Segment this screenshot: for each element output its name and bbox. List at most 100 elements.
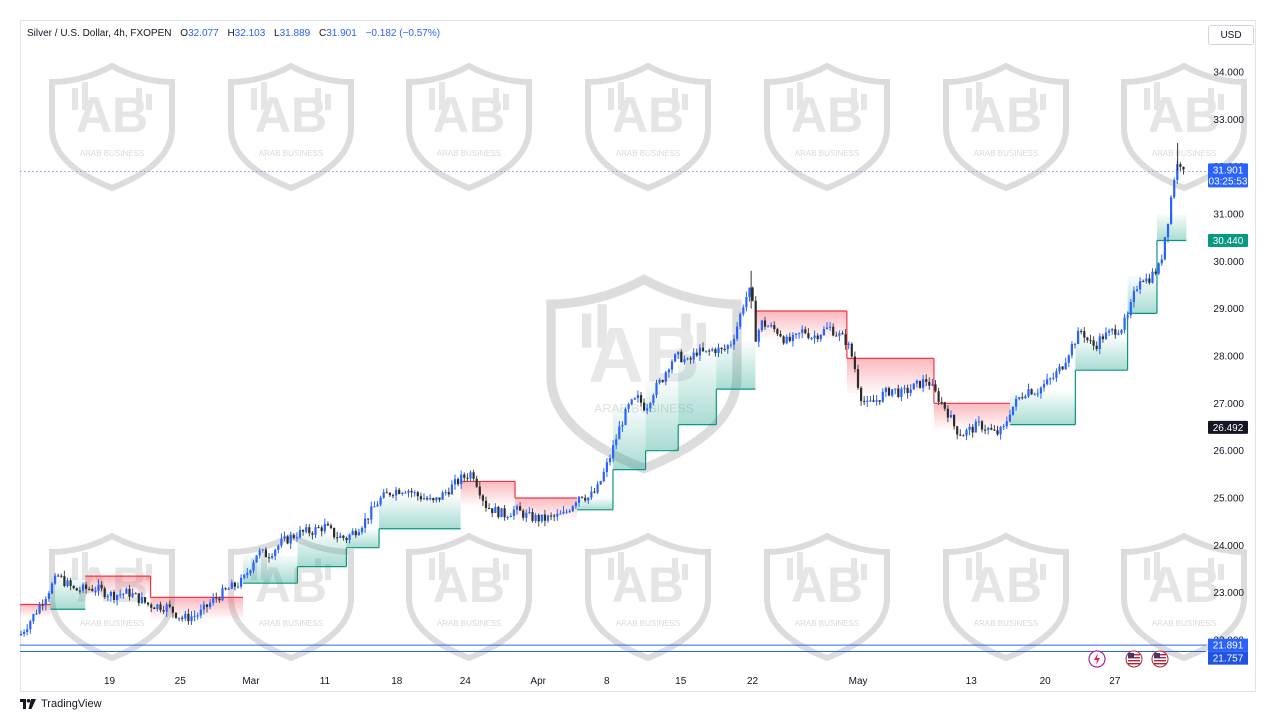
candle-body xyxy=(283,536,286,539)
candle-body xyxy=(602,471,605,482)
watermark-logo: AB ARAB BUSINESS xyxy=(409,536,529,658)
supertrend-down-fill xyxy=(460,481,516,506)
time-axis[interactable]: 19 25 Mar 11 18 24 Apr 8 15 22 May 13 20 27 xyxy=(104,676,1121,687)
candle-body xyxy=(550,515,553,517)
candle-body xyxy=(670,361,674,370)
candle-body xyxy=(373,506,376,508)
candle-body xyxy=(956,426,959,435)
candle-body xyxy=(395,489,398,496)
candle-body xyxy=(519,506,522,511)
support-badge-value: 21.757 xyxy=(1213,654,1244,665)
candle-body xyxy=(100,584,103,589)
watermark-text: ARAB BUSINESS xyxy=(437,619,501,628)
candle-body xyxy=(1080,330,1083,332)
candle-body xyxy=(488,508,491,510)
candle-body xyxy=(1061,366,1064,370)
candle-body xyxy=(134,593,137,595)
candle-body xyxy=(1049,378,1052,380)
supertrend-up-fill xyxy=(346,528,380,548)
supertrend-down-fill xyxy=(846,358,934,394)
candle-body xyxy=(106,596,109,598)
candle-body xyxy=(1036,393,1039,395)
candle-body xyxy=(339,535,342,538)
watermark-initials: AB xyxy=(433,87,505,143)
candle-body xyxy=(323,523,326,532)
candle-body xyxy=(1011,406,1015,415)
candle-body xyxy=(255,555,258,563)
candle-body xyxy=(429,498,432,500)
watermark-initials: AB xyxy=(255,87,327,143)
open-label: O xyxy=(180,28,189,39)
watermark-initials: AB xyxy=(791,557,863,613)
time-tick-label: 15 xyxy=(675,676,687,687)
candle-body xyxy=(1179,164,1182,167)
candle-body xyxy=(1173,180,1176,198)
candle-body xyxy=(559,513,562,515)
candle-body xyxy=(633,398,636,400)
candle-body xyxy=(847,343,850,345)
watermark-logo: AB ARAB BUSINESS xyxy=(588,536,708,658)
dividend-event-marker[interactable] xyxy=(1088,650,1106,668)
price-tick-label: 26.000 xyxy=(1213,446,1244,457)
flag-stripe xyxy=(1154,663,1166,665)
candle-body xyxy=(1114,329,1117,335)
candle-body xyxy=(906,387,909,394)
candle-body xyxy=(236,586,240,588)
candle-body xyxy=(478,486,481,496)
candle-body xyxy=(869,400,872,402)
candle-body xyxy=(150,604,153,608)
candle-body xyxy=(209,602,212,608)
candle-body xyxy=(984,429,987,431)
watermark-text: ARAB BUSINESS xyxy=(259,149,323,158)
candle-body xyxy=(367,518,370,520)
flag-stripe xyxy=(1128,660,1140,662)
watermark-initials: AB xyxy=(1148,87,1220,143)
candle-body xyxy=(528,512,531,514)
candle-body xyxy=(860,387,863,401)
candle-body xyxy=(379,497,382,505)
supertrend-down-fill xyxy=(933,403,1011,430)
us-economic-event-marker[interactable] xyxy=(1125,650,1143,668)
low-label: L xyxy=(274,28,280,39)
candle-body xyxy=(193,615,196,617)
candle-body xyxy=(934,384,937,392)
tradingview-footer[interactable]: TradingView xyxy=(20,698,102,710)
candle-body xyxy=(739,313,742,327)
candle-body xyxy=(953,414,956,427)
candle-body xyxy=(1135,289,1139,291)
candle-body xyxy=(974,421,977,433)
flag-canton xyxy=(1154,653,1160,658)
candle-body xyxy=(875,400,878,402)
candle-body xyxy=(674,354,677,362)
supertrend-up-fill xyxy=(716,341,756,390)
us-economic-event-marker[interactable] xyxy=(1151,650,1169,668)
candle-body xyxy=(698,347,701,356)
candle-body xyxy=(801,329,804,333)
candle-body xyxy=(891,389,894,396)
candle-body xyxy=(1064,362,1067,370)
plot-area[interactable] xyxy=(19,143,1206,653)
event-markers[interactable] xyxy=(1088,650,1169,668)
symbol-title[interactable]: Silver / U.S. Dollar, 4h, FXOPEN xyxy=(27,28,172,39)
supertrend-up-fill xyxy=(1010,391,1076,425)
candle-body xyxy=(469,472,472,479)
candle-body xyxy=(212,597,215,603)
currency-selector[interactable]: USD xyxy=(1208,25,1254,45)
watermark-text: ARAB BUSINESS xyxy=(795,619,859,628)
candle-body xyxy=(329,525,333,528)
candle-body xyxy=(838,333,841,336)
candle-body xyxy=(243,575,246,578)
candle-body xyxy=(88,588,91,590)
candle-body xyxy=(112,591,116,600)
candle-body xyxy=(165,604,168,612)
watermark-text: ARAB BUSINESS xyxy=(259,619,323,628)
candle-body xyxy=(695,352,698,356)
candle-body xyxy=(962,435,965,437)
candle-body xyxy=(714,349,717,353)
price-tick-label: 30.000 xyxy=(1213,257,1244,268)
candle-body xyxy=(1021,397,1024,399)
support-badge-bg xyxy=(1208,638,1248,652)
candle-body xyxy=(233,582,236,587)
watermark-logo: AB ARAB BUSINESS xyxy=(231,66,351,188)
